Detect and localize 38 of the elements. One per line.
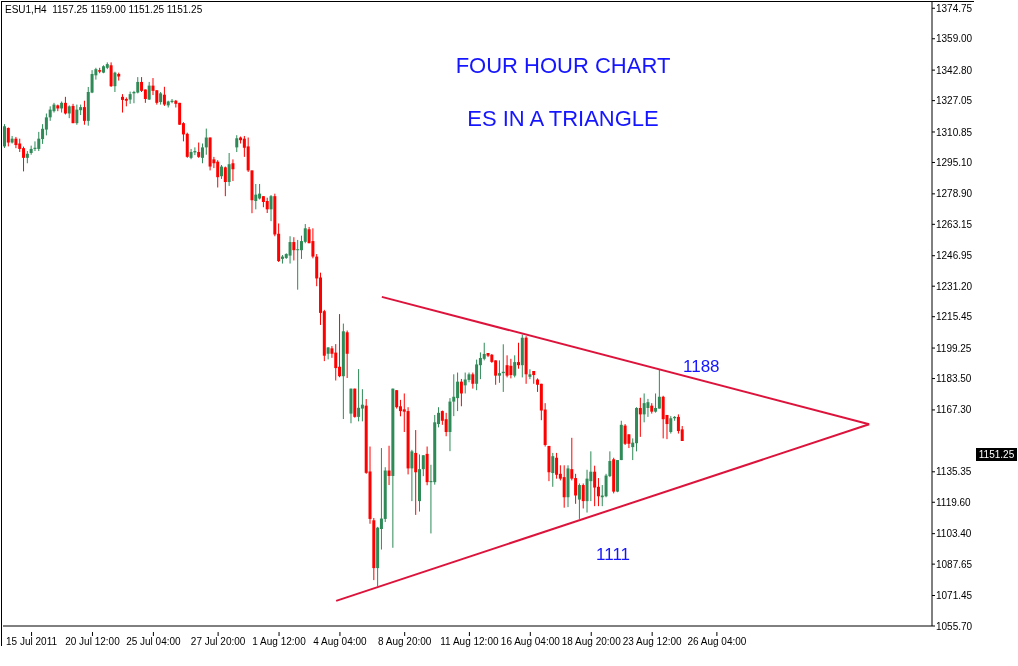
- y-tick-label: 1342.80: [936, 64, 973, 76]
- y-tick-label: 1310.85: [936, 126, 973, 138]
- text: FOUR HOUR CHART: [454, 53, 672, 79]
- x-tick-label: 11 Aug 12:00: [440, 636, 499, 647]
- x-tick-label: 20 Jul 12:00: [65, 636, 121, 647]
- annotation: ESU1,H4 1157.25 1159.00 1151.25 1151.25: [5, 4, 203, 15]
- x-tick-label: 16 Aug 04:00: [500, 636, 561, 647]
- y-tick-label: 1295.10: [936, 157, 973, 169]
- y-tick-label: 1263.15: [936, 218, 973, 230]
- y-tick-label: 1167.30: [936, 404, 972, 416]
- x-tick-label: 27 Jul 20:00: [190, 636, 246, 647]
- y-tick-label: 1215.45: [936, 311, 973, 323]
- y-tick-label: 1246.95: [936, 250, 973, 262]
- annotation: 1188: [683, 357, 720, 377]
- y-tick-label: 1055.70: [936, 620, 973, 632]
- y-tick-label: 1135.35: [936, 466, 972, 478]
- y-tick-label: 1327.05: [936, 95, 973, 107]
- x-tick-label: 25 Jul 04:00: [126, 636, 182, 647]
- y-tick-label: 1278.90: [936, 188, 973, 200]
- text: ES IN A TRIANGLE: [466, 106, 660, 132]
- text: 1151.25: [976, 448, 1017, 461]
- y-tick-label: 1183.50: [936, 373, 972, 385]
- x-tick-label: 23 Aug 12:00: [622, 636, 683, 647]
- x-tick-label: 15 Jul 2011: [6, 636, 58, 647]
- y-tick-label: 1087.65: [936, 558, 973, 570]
- y-tick-label: 1071.45: [936, 590, 973, 602]
- y-tick-label: 1231.20: [936, 280, 973, 292]
- y-tick-label: 1374.75: [936, 2, 973, 14]
- x-tick-label: 4 Aug 04:00: [313, 636, 368, 647]
- annotation: 1111: [596, 545, 631, 565]
- y-tick-label: 1103.40: [936, 528, 972, 540]
- y-tick-label: 1359.00: [936, 33, 973, 45]
- x-tick-label: 26 Aug 04:00: [687, 636, 747, 647]
- y-tick-label: 1119.60: [936, 496, 972, 508]
- x-tick-label: 8 Aug 20:00: [377, 636, 432, 647]
- y-tick-label: 1199.25: [936, 342, 972, 354]
- x-tick-label: 1 Aug 12:00: [252, 636, 307, 647]
- x-tick-label: 18 Aug 20:00: [561, 636, 622, 647]
